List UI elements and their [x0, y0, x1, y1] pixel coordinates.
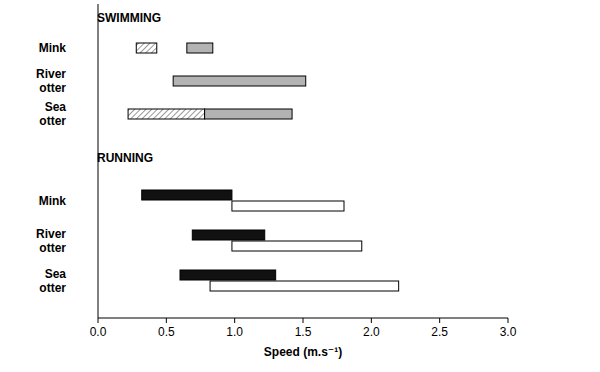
- x-tick: [439, 318, 440, 323]
- bars: [128, 43, 399, 291]
- chart: 0.0 0.5 1.0 1.5 2.0 2.5 3.0 Speed (m.s⁻¹) SWIMMI…: [0, 0, 600, 372]
- x-tick: [303, 318, 304, 323]
- x-tick: [166, 318, 167, 323]
- range-bar: [136, 43, 157, 53]
- x-axis-label: Speed (m.s⁻¹): [264, 345, 342, 359]
- range-bar: [128, 109, 205, 119]
- category-label: Riverotter: [36, 227, 66, 255]
- panel-title: RUNNING: [97, 151, 153, 165]
- category-label: Seaotter: [39, 100, 66, 128]
- range-bar: [210, 281, 399, 291]
- range-bar: [187, 43, 213, 53]
- range-bar: [232, 201, 344, 211]
- category-label: Mink: [39, 41, 67, 55]
- x-tick-label: 2.0: [363, 325, 380, 339]
- x-tick-label: 1.0: [226, 325, 243, 339]
- category-label: Riverotter: [36, 67, 66, 95]
- range-bar: [142, 190, 232, 200]
- x-tick-label: 0.0: [90, 325, 107, 339]
- category-label: Mink: [39, 194, 67, 208]
- x-tick-label: 0.5: [158, 325, 175, 339]
- range-bar: [205, 109, 292, 119]
- x-tick: [508, 318, 509, 323]
- range-bar: [173, 76, 306, 86]
- x-tick-label: 1.5: [295, 325, 312, 339]
- x-tick: [234, 318, 235, 323]
- x-tick-label: 2.5: [431, 325, 448, 339]
- x-tick: [98, 318, 99, 323]
- range-bar: [232, 241, 362, 251]
- range-bar: [180, 270, 276, 280]
- x-tick: [371, 318, 372, 323]
- panel-title: SWIMMING: [97, 11, 161, 25]
- x-tick-label: 3.0: [500, 325, 517, 339]
- category-label: Seaotter: [39, 267, 66, 295]
- range-bar: [192, 230, 264, 240]
